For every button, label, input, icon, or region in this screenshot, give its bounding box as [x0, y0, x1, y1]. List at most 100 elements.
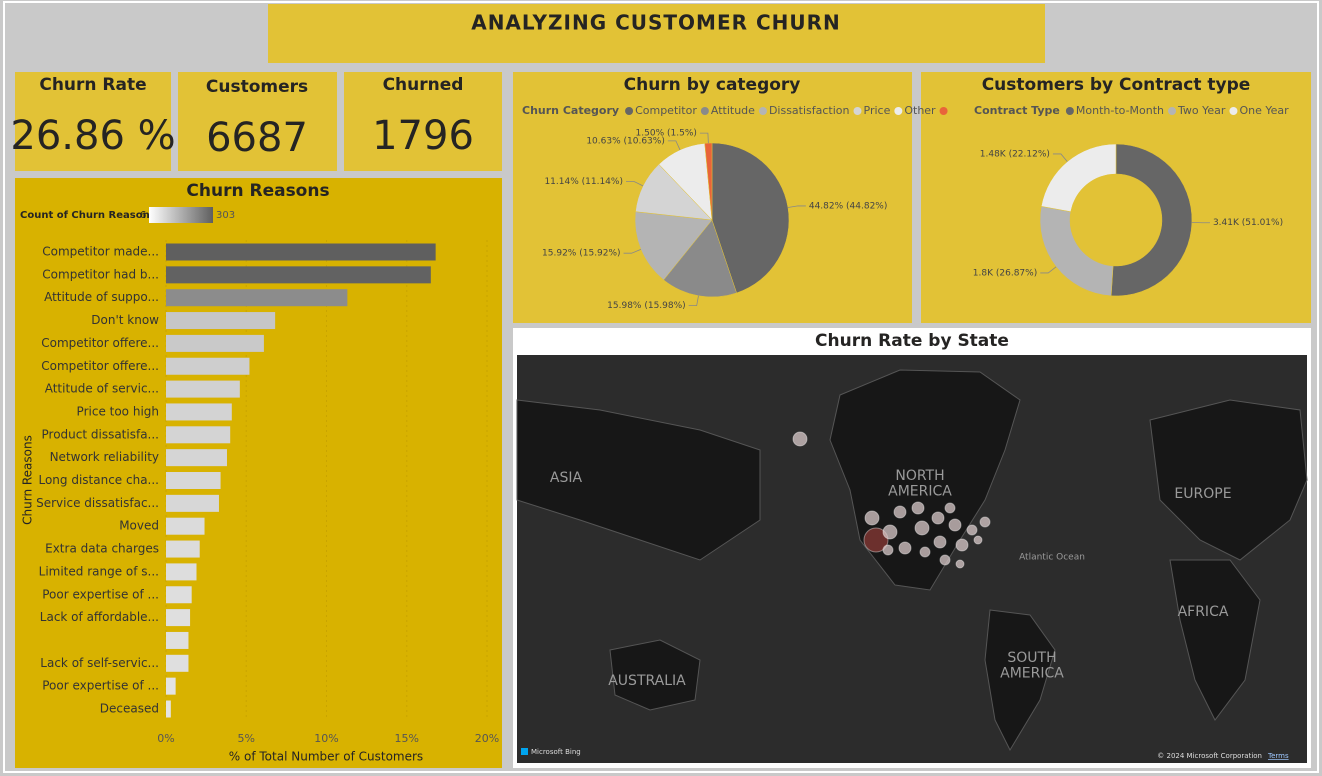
legend-label: Attitude	[711, 104, 755, 117]
data-label: 15.98% (15.98%)	[607, 301, 686, 311]
x-axis-label: % of Total Number of Customers	[229, 750, 423, 764]
bar	[166, 472, 221, 489]
kpi-label: Customers	[206, 77, 308, 97]
bar	[166, 380, 240, 398]
legend-swatch	[700, 107, 709, 115]
bar	[166, 609, 191, 627]
bubble	[933, 535, 947, 549]
y-tick-label: Competitor offere...	[41, 359, 159, 373]
bar	[166, 631, 189, 649]
bar	[166, 586, 192, 604]
data-label: 44.82% (44.82%)	[809, 201, 888, 211]
bar	[166, 266, 431, 284]
legend-title: Count of Churn Reason	[20, 210, 150, 221]
bar	[166, 677, 176, 695]
y-tick-label: Moved	[119, 519, 159, 533]
legend-label: Dissatisfaction	[769, 104, 850, 117]
kpi-label: Churned	[383, 75, 464, 95]
chart-title: Customers by Contract type	[982, 75, 1251, 95]
legend-swatch	[1168, 107, 1177, 115]
bar	[166, 243, 436, 261]
title-box	[268, 4, 1045, 63]
slice	[634, 211, 713, 281]
y-tick-label: Product dissatisfa...	[42, 427, 160, 441]
leader-line	[688, 295, 699, 307]
legend-swatch	[1229, 107, 1238, 115]
y-tick-label: Deceased	[100, 702, 159, 716]
legend-label: Other	[904, 104, 936, 117]
x-tick-label: 0%	[157, 732, 174, 745]
dashboard-title: ANALYZING CUSTOMER CHURN	[471, 11, 841, 35]
slice	[1040, 143, 1117, 213]
bar	[166, 540, 200, 558]
y-tick-label: Attitude of suppo...	[44, 290, 159, 304]
land-shape	[1149, 399, 1308, 561]
land-shape	[984, 609, 1056, 752]
bubble	[944, 502, 956, 514]
map-label: ASIA	[550, 470, 583, 486]
y-tick-label: Don't know	[91, 313, 159, 327]
land-shape	[1169, 559, 1261, 721]
bing-logo	[521, 748, 528, 755]
bar	[166, 403, 232, 421]
bubble	[864, 510, 880, 526]
legend-swatch	[625, 107, 634, 115]
y-tick-label: Competitor made...	[42, 245, 159, 259]
leader-line	[1052, 153, 1068, 162]
bubble	[863, 527, 889, 553]
bubble	[919, 546, 931, 558]
legend-min: 6	[140, 210, 146, 221]
kpi-value: 1796	[372, 113, 474, 159]
bar	[166, 289, 348, 307]
legend-swatch	[758, 107, 767, 115]
bar	[166, 563, 197, 581]
slice	[1110, 143, 1193, 297]
color-scale	[149, 207, 213, 223]
chart-title: Churn Reasons	[186, 181, 329, 201]
legend-max: 303	[216, 210, 235, 221]
x-tick-label: 5%	[238, 732, 255, 745]
legend-swatch	[939, 107, 948, 115]
y-tick-label: Lack of affordable...	[40, 610, 159, 624]
bubble	[882, 544, 894, 556]
data-label: 15.92% (15.92%)	[542, 249, 621, 259]
bubble	[966, 524, 978, 536]
attribution: © 2024 Microsoft Corporation	[1157, 752, 1262, 760]
data-label: 1.50% (1.5%)	[636, 129, 697, 139]
kpi-value: 6687	[206, 115, 308, 161]
bubble	[948, 518, 962, 532]
attribution: Microsoft Bing	[531, 748, 581, 756]
y-tick-label: Long distance cha...	[38, 473, 159, 487]
legend-title: Contract Type	[974, 104, 1060, 117]
chart-title: Churn Rate by State	[815, 331, 1009, 351]
legend-label: Month-to-Month	[1076, 104, 1164, 117]
y-tick-label: Competitor had b...	[42, 267, 159, 281]
bubble	[792, 431, 808, 447]
y-tick-label: Price too high	[77, 404, 159, 418]
legend-title: Churn Category	[522, 104, 619, 117]
y-tick-label: Extra data charges	[45, 542, 159, 556]
bubble	[898, 541, 912, 555]
y-tick-label: Competitor offere...	[41, 336, 159, 350]
y-axis-label: Churn Reasons	[21, 435, 35, 525]
bubble	[979, 516, 991, 528]
data-label: 11.14% (11.14%)	[544, 177, 623, 187]
bubble	[931, 511, 945, 525]
x-tick-label: 10%	[314, 732, 338, 745]
legend-swatch	[1065, 107, 1074, 115]
leader-line	[1040, 266, 1057, 274]
slice	[711, 142, 790, 294]
bubble	[882, 524, 898, 540]
legend-label: One Year	[1239, 104, 1289, 117]
data-label: 3.41K (51.01%)	[1213, 218, 1283, 228]
bar	[166, 700, 171, 718]
data-label: 1.8K (26.87%)	[973, 268, 1037, 278]
bubble	[914, 520, 930, 536]
data-label: 1.48K (22.12%)	[980, 149, 1050, 159]
land-shape	[516, 399, 761, 561]
slice	[663, 219, 737, 298]
bubble	[973, 535, 983, 545]
leader-line	[623, 249, 641, 254]
kpi-label: Churn Rate	[39, 75, 146, 95]
